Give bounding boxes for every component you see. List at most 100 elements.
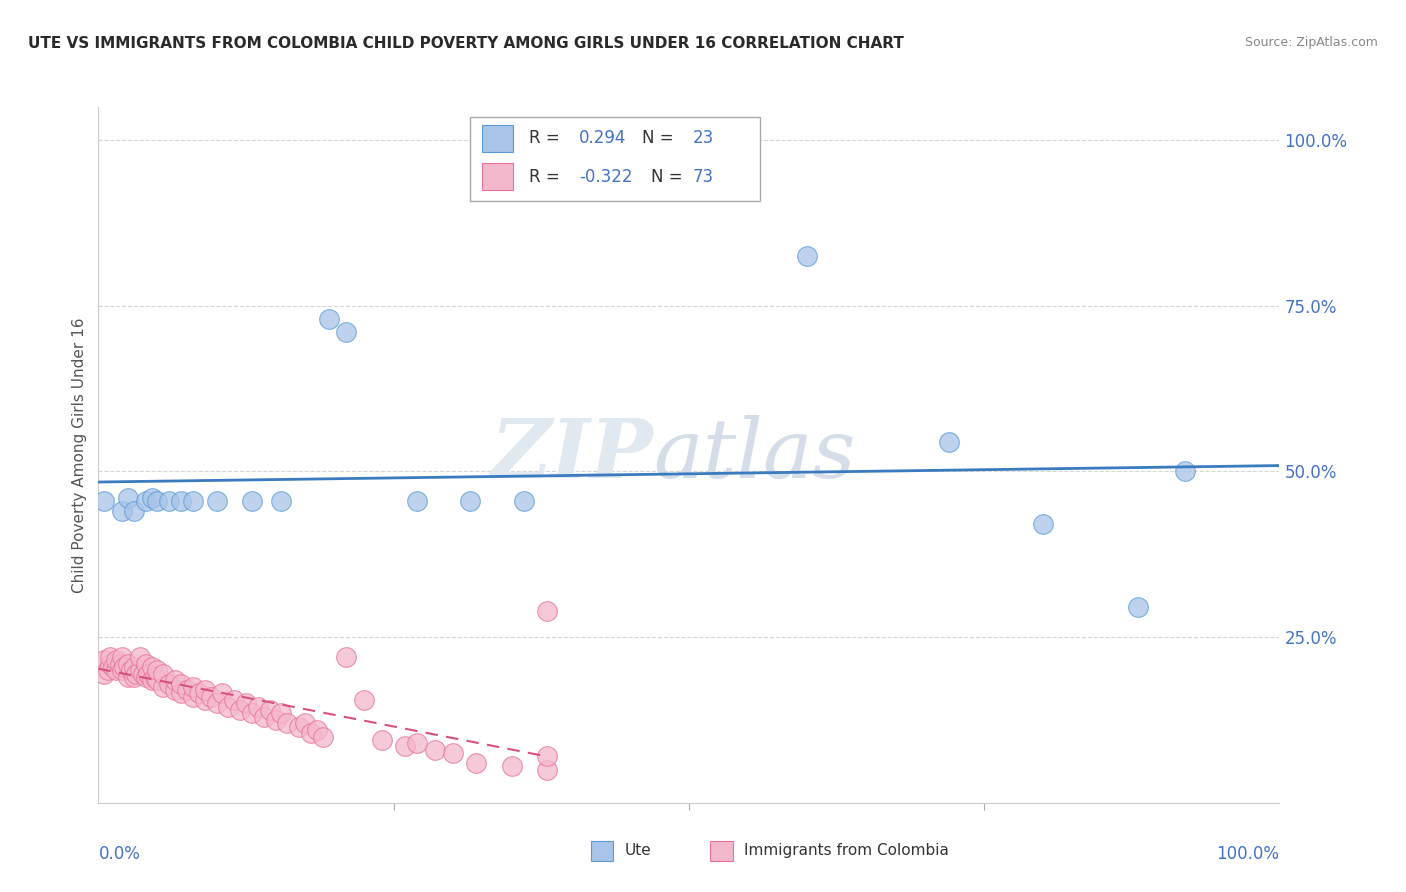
Point: [371, 732, 394, 747]
Point: [98, 657, 121, 671]
Point: [117, 657, 139, 671]
Point: [146, 494, 169, 508]
Point: [122, 504, 145, 518]
Point: [122, 670, 145, 684]
Point: [501, 759, 523, 773]
Point: [299, 726, 322, 740]
Point: [536, 604, 558, 618]
Point: [146, 663, 169, 677]
Point: [105, 653, 128, 667]
Text: Immigrants from Colombia: Immigrants from Colombia: [744, 844, 949, 858]
Text: R =: R =: [530, 168, 565, 186]
Point: [135, 657, 157, 671]
Point: [112, 660, 135, 674]
Point: [165, 673, 187, 688]
Point: [117, 491, 139, 505]
Text: N =: N =: [651, 168, 688, 186]
Point: [122, 660, 145, 674]
Point: [406, 736, 429, 750]
Point: [121, 663, 143, 677]
FancyBboxPatch shape: [471, 118, 759, 201]
Point: [170, 676, 193, 690]
Point: [117, 670, 139, 684]
Point: [93, 653, 115, 667]
Point: [141, 673, 163, 688]
Point: [97, 663, 120, 677]
Point: [1174, 465, 1197, 479]
Point: [536, 763, 558, 777]
Point: [132, 666, 155, 681]
Point: [105, 663, 128, 677]
Text: Ute: Ute: [624, 844, 651, 858]
Point: [93, 666, 115, 681]
Point: [111, 650, 134, 665]
Point: [312, 730, 335, 744]
Point: [288, 720, 311, 734]
Point: [938, 434, 960, 449]
Point: [394, 739, 416, 754]
Text: 73: 73: [693, 168, 714, 186]
Point: [194, 693, 217, 707]
Point: [170, 494, 193, 508]
Point: [111, 663, 134, 677]
Text: 0.0%: 0.0%: [98, 845, 141, 863]
Point: [98, 650, 121, 665]
Text: 23: 23: [693, 129, 714, 147]
Point: [1126, 600, 1149, 615]
Point: [141, 491, 163, 505]
Point: [176, 683, 198, 698]
Point: [229, 703, 252, 717]
FancyBboxPatch shape: [482, 125, 513, 152]
Point: [246, 699, 269, 714]
Point: [353, 693, 375, 707]
Point: [181, 690, 204, 704]
Point: [460, 494, 482, 508]
Text: 100.0%: 100.0%: [1216, 845, 1279, 863]
Point: [135, 670, 157, 684]
Point: [305, 723, 328, 737]
Text: R =: R =: [530, 129, 565, 147]
Point: [224, 693, 246, 707]
Point: [143, 670, 166, 684]
Point: [240, 494, 263, 508]
Text: N =: N =: [641, 129, 679, 147]
Point: [194, 683, 217, 698]
Point: [111, 504, 134, 518]
Point: [170, 686, 193, 700]
Point: [165, 683, 187, 698]
Point: [335, 326, 357, 340]
Point: [152, 666, 174, 681]
Point: [187, 686, 209, 700]
Point: [157, 494, 180, 508]
Point: [796, 249, 818, 263]
Bar: [591, 841, 613, 861]
Text: 0.294: 0.294: [579, 129, 627, 147]
Point: [235, 697, 257, 711]
Text: -0.322: -0.322: [579, 168, 633, 186]
Bar: [710, 841, 733, 861]
Point: [318, 312, 340, 326]
Point: [211, 686, 233, 700]
Text: ZIP: ZIP: [491, 415, 654, 495]
Point: [136, 666, 159, 681]
Point: [181, 494, 204, 508]
Y-axis label: Child Poverty Among Girls Under 16: Child Poverty Among Girls Under 16: [72, 318, 87, 592]
Point: [259, 703, 281, 717]
Point: [128, 650, 150, 665]
Point: [108, 657, 131, 671]
Point: [200, 690, 222, 704]
Point: [406, 494, 429, 508]
Point: [93, 494, 115, 508]
Point: [141, 660, 163, 674]
Point: [205, 697, 228, 711]
Text: UTE VS IMMIGRANTS FROM COLOMBIA CHILD POVERTY AMONG GIRLS UNDER 16 CORRELATION C: UTE VS IMMIGRANTS FROM COLOMBIA CHILD PO…: [28, 36, 904, 51]
Point: [536, 749, 558, 764]
Point: [264, 713, 287, 727]
Point: [217, 699, 239, 714]
FancyBboxPatch shape: [482, 163, 513, 190]
Point: [157, 676, 180, 690]
Point: [101, 660, 124, 674]
Text: Source: ZipAtlas.com: Source: ZipAtlas.com: [1244, 36, 1378, 49]
Point: [465, 756, 488, 770]
Point: [441, 746, 464, 760]
